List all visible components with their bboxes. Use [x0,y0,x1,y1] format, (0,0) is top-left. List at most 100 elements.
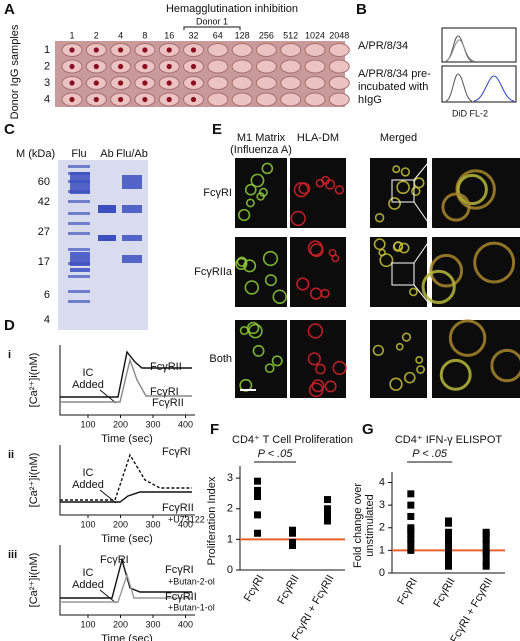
y-axis-label: Proliferation Index [206,476,218,565]
zoom-lines [413,236,433,308]
histogram-curve [473,75,515,102]
pellet [142,80,148,86]
cell [398,242,410,254]
micrographs [235,157,520,398]
axes [59,545,195,616]
pellet [142,63,148,70]
column-label: HLA-DM [297,132,339,144]
band [68,275,90,278]
trace-label: +Butan-1-ol [168,602,215,612]
y-tick-label: 0 [379,567,385,579]
row-label: 2 [44,60,50,72]
donor-label: Donor 1 [196,16,228,26]
data-point [289,529,296,537]
cell [252,344,265,357]
ic-label: Added [72,579,104,591]
cell [298,182,311,195]
trace-label: FcγRII [152,397,184,409]
data-point [407,526,415,534]
marker-label: 42 [38,196,50,208]
x-tick-label: 300 [145,419,160,429]
column-label: 1024 [305,30,325,40]
cell [456,173,488,206]
well [304,43,326,57]
cell [246,321,260,335]
well [207,76,229,90]
subpanel-label: iii [8,549,17,561]
x-tick-label: 100 [80,619,95,629]
band [70,172,90,194]
pellet [118,80,124,86]
row-label: A/PR/8/34 [358,40,408,52]
donor-bracket [183,26,241,30]
pellet [69,96,75,103]
x-tick-label: 100 [80,419,95,429]
y-tick-label: 2 [227,503,233,515]
data-point [254,486,261,494]
lane-label: Ab [100,148,113,160]
x-tick-label: FcγRI [242,573,267,604]
x-tick-label: 300 [145,619,160,629]
y-tick-label: 2 [379,522,385,534]
gel-bands [68,165,142,303]
y-axis-label: [Ca²⁺]i(nM) [28,353,40,408]
data-point [324,505,331,513]
cell [271,355,283,367]
data-point [324,496,331,504]
cell [373,238,386,251]
column-label: M1 Matrix [237,132,286,144]
data-point [482,540,490,548]
cell [307,323,324,339]
cell [307,352,321,366]
cell [395,342,404,351]
cell [264,274,277,287]
marker-label: 6 [44,289,50,301]
x-tick-label: 300 [145,519,160,529]
data-point [445,558,452,566]
cell [400,167,411,177]
band [70,268,90,272]
data-point [254,529,261,537]
cell [429,253,464,288]
cell [244,183,257,196]
cell [416,365,425,374]
micrograph [370,158,427,228]
row-label: Both [209,353,232,365]
well [231,92,253,107]
micrograph [432,158,520,228]
trace-label: FcγRI [150,386,179,398]
trace-label: FcγRII [165,591,197,603]
micrograph [370,320,427,398]
column-label: Merged [380,132,417,144]
pellet [166,96,172,103]
ic-label: IC [83,467,94,479]
cell [261,162,274,175]
panel-label: B [356,1,367,18]
band [68,248,90,251]
panel-label: D [4,317,15,334]
annotation: P < .05 [258,448,294,460]
cell [315,363,326,375]
well [304,59,326,74]
cell [441,192,471,222]
column-label: (Influenza A) [230,144,292,156]
zoom-box [391,262,415,286]
panel-label: C [4,121,15,138]
trace [60,491,192,503]
band [68,165,90,168]
well [304,76,326,90]
x-tick-label: FcγRII [431,576,457,610]
zoom-lines [413,157,433,229]
trace [60,453,192,501]
cell [296,277,310,291]
cell [320,288,330,299]
cell [334,185,345,195]
micrograph [290,237,346,307]
ic-label: Added [72,479,104,491]
arrow [99,589,117,604]
trace-label: FcγRII [150,361,182,373]
row-label: incubated with [358,81,428,93]
x-tick-label: 400 [178,619,193,629]
cell [311,379,325,393]
pellet [190,63,197,70]
